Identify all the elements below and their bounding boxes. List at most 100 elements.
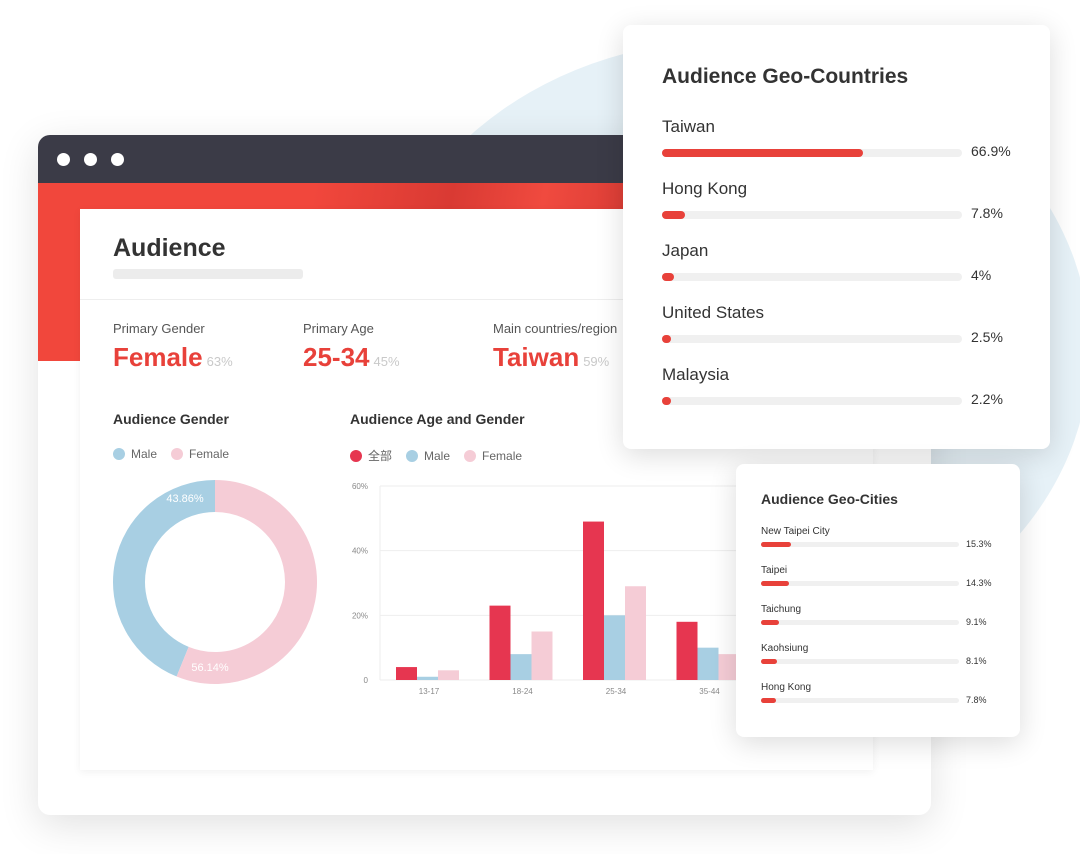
- city-row: New Taipei City 15.3%: [761, 526, 1001, 549]
- stat-pct: 59%: [583, 354, 610, 369]
- bar-18-24-0[interactable]: [489, 605, 511, 680]
- stat-label: Primary Age: [303, 321, 374, 336]
- city-bar-track: [761, 542, 959, 547]
- gender-chart-title: Audience Gender: [113, 411, 229, 427]
- age-chart-title: Audience Age and Gender: [350, 411, 525, 427]
- country-bar-fill: [662, 149, 863, 157]
- city-bar-track: [761, 581, 959, 586]
- country-bar-track: [662, 335, 962, 343]
- bar-13-17-0[interactable]: [396, 667, 417, 680]
- legend-item-male[interactable]: Male: [406, 449, 450, 463]
- y-tick-label: 40%: [352, 547, 368, 556]
- country-row: Hong Kong 7.8%: [662, 179, 1022, 221]
- country-name: Malaysia: [662, 365, 730, 384]
- country-bar-track: [662, 211, 962, 219]
- stat-value: Taiwan 59%: [493, 342, 610, 372]
- stat-label: Main countries/region: [493, 321, 618, 336]
- legend-swatch: [113, 448, 125, 460]
- city-bar-track: [761, 698, 959, 703]
- city-value: 8.1%: [966, 656, 987, 666]
- bar-18-24-2[interactable]: [531, 631, 553, 681]
- gender-legend: Male Female: [113, 447, 243, 461]
- country-bar-fill: [662, 211, 686, 219]
- donut-label-male: 43.86%: [166, 493, 204, 505]
- stat-value: Female 63%: [113, 342, 233, 372]
- stat-primary-gender: Primary Gender Female 63%: [113, 321, 233, 373]
- x-tick-label: 35-44: [699, 687, 720, 696]
- city-bar-fill: [761, 659, 777, 664]
- city-row: Taipei 14.3%: [761, 565, 1001, 588]
- window-dot-icon: [57, 153, 70, 166]
- city-name: Kaohsiung: [761, 643, 809, 654]
- stat-primary-age: Primary Age 25-34 45%: [303, 321, 400, 373]
- legend-swatch: [464, 449, 477, 462]
- page-title: Audience: [113, 234, 226, 262]
- bar-25-34-0[interactable]: [583, 521, 604, 680]
- country-bar-fill: [662, 397, 671, 405]
- country-name: Taiwan: [662, 117, 715, 136]
- city-name: New Taipei City: [761, 526, 830, 537]
- country-name: Hong Kong: [662, 179, 748, 198]
- city-bar-fill: [761, 581, 790, 586]
- country-bar-track: [662, 149, 962, 157]
- bar-35-44-0[interactable]: [676, 621, 698, 680]
- city-bar-track: [761, 659, 959, 664]
- x-tick-label: 25-34: [606, 687, 627, 696]
- city-value: 15.3%: [966, 539, 992, 549]
- bar-25-34-1[interactable]: [604, 615, 625, 680]
- stat-value: 25-34 45%: [303, 342, 400, 372]
- country-bar-track: [662, 273, 962, 281]
- country-value: 7.8%: [971, 205, 1003, 221]
- country-value: 66.9%: [971, 143, 1011, 159]
- bar-25-34-2[interactable]: [625, 586, 646, 680]
- legend-item-male[interactable]: Male: [113, 447, 157, 461]
- stat-pct: 63%: [206, 354, 233, 369]
- bar-35-44-1[interactable]: [697, 647, 719, 680]
- city-bar-track: [761, 620, 959, 625]
- legend-swatch: [406, 449, 419, 462]
- age-legend: 全部 Male Female: [350, 447, 536, 464]
- bar-35-44-2[interactable]: [718, 654, 740, 680]
- y-tick-label: 20%: [352, 611, 368, 620]
- city-value: 14.3%: [966, 578, 992, 588]
- country-name: Japan: [662, 241, 709, 260]
- divider: [80, 299, 873, 300]
- window-dot-icon: [111, 153, 124, 166]
- city-name: Hong Kong: [761, 682, 812, 693]
- geo-countries-panel: Audience Geo-Countries Taiwan 66.9% Hong K…: [623, 25, 1050, 449]
- city-name: Taichung: [761, 604, 802, 615]
- bar-13-17-2[interactable]: [438, 670, 459, 680]
- stat-label: Primary Gender: [113, 321, 205, 336]
- city-value: 9.1%: [966, 617, 987, 627]
- y-tick-label: 60%: [352, 482, 368, 491]
- city-bar-fill: [761, 620, 779, 625]
- legend-item-all[interactable]: 全部: [350, 447, 392, 464]
- country-value: 4%: [971, 267, 992, 283]
- legend-item-female[interactable]: Female: [171, 447, 229, 461]
- country-bar-fill: [662, 273, 674, 281]
- donut-slice-female[interactable]: [176, 480, 317, 684]
- country-value: 2.2%: [971, 391, 1003, 407]
- city-name: Taipei: [761, 565, 788, 576]
- geo-cities-title: Audience Geo-Cities: [761, 491, 898, 507]
- legend-swatch: [171, 448, 184, 460]
- age-gender-bar-chart: 0 20% 40% 60% 13-17 18-24 25-34 35-44: [352, 482, 750, 696]
- city-row: Hong Kong 7.8%: [761, 682, 1001, 705]
- y-tick-label: 0: [364, 676, 369, 685]
- stat-main-countries: Main countries/region Taiwan 59%: [493, 321, 617, 373]
- city-bar-fill: [761, 698, 777, 703]
- gender-donut-chart: 43.86% 56.14%: [113, 480, 317, 684]
- city-bar-fill: [761, 542, 791, 547]
- country-row: Japan 4%: [662, 241, 1022, 283]
- city-row: Taichung 9.1%: [761, 604, 1001, 627]
- geo-cities-panel: Audience Geo-Cities New Taipei City 15.3%…: [736, 464, 1020, 737]
- city-value: 7.8%: [966, 695, 987, 705]
- bar-18-24-1[interactable]: [510, 654, 532, 680]
- legend-item-female[interactable]: Female: [464, 449, 522, 463]
- city-row: Kaohsiung 8.1%: [761, 643, 1001, 666]
- country-name: United States: [662, 303, 765, 322]
- donut-slice-male[interactable]: [113, 480, 216, 677]
- bar-13-17-1[interactable]: [417, 676, 438, 680]
- country-value: 2.5%: [971, 329, 1003, 345]
- country-row: Malaysia 2.2%: [662, 365, 1022, 407]
